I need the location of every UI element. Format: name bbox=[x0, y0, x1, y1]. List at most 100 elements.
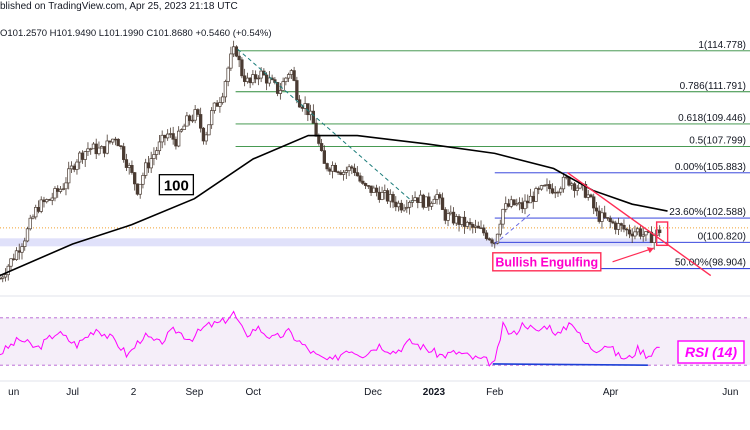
candle-body bbox=[504, 203, 508, 210]
candle-body bbox=[608, 217, 612, 223]
grid-layer bbox=[0, 227, 750, 297]
candle-body bbox=[12, 258, 16, 260]
fib-label-1: 0.786(111.791) bbox=[680, 81, 746, 92]
candle-body bbox=[47, 199, 52, 201]
candle-body bbox=[226, 67, 230, 82]
dashed-trend-1 bbox=[494, 212, 533, 245]
candle-body bbox=[231, 46, 236, 55]
x-tick-label: Sep bbox=[185, 387, 203, 398]
price-candles bbox=[0, 40, 662, 283]
candle-body bbox=[509, 199, 513, 207]
candle-body bbox=[361, 180, 365, 184]
candle-body bbox=[6, 265, 10, 276]
x-tick-label: Oct bbox=[245, 387, 261, 398]
candle-body bbox=[586, 194, 590, 198]
candle-body bbox=[468, 221, 472, 225]
candle-body bbox=[3, 274, 8, 278]
candle-body bbox=[603, 212, 607, 218]
candle-body bbox=[416, 197, 420, 203]
candle-body bbox=[523, 200, 527, 210]
candle-body bbox=[515, 203, 519, 206]
candle-body bbox=[9, 258, 13, 267]
candle-body bbox=[259, 70, 263, 79]
candle-body bbox=[344, 170, 348, 173]
candle-body bbox=[204, 134, 208, 142]
candle-body bbox=[124, 159, 129, 168]
candle-body bbox=[303, 103, 307, 109]
candle-body bbox=[122, 146, 126, 160]
candle-body bbox=[418, 194, 423, 203]
candle-body bbox=[366, 185, 370, 187]
candle-body bbox=[410, 200, 414, 203]
candle-body bbox=[234, 46, 239, 57]
candle-body bbox=[363, 183, 368, 186]
candle-body bbox=[407, 201, 412, 208]
candle-body bbox=[432, 198, 436, 204]
candle-body bbox=[490, 239, 494, 244]
candle-body bbox=[69, 165, 74, 170]
candle-body bbox=[168, 133, 173, 135]
candle-body bbox=[561, 176, 566, 190]
fib-label-7: 50.00%(98.904) bbox=[675, 258, 746, 269]
candle-body bbox=[179, 129, 184, 132]
candle-body bbox=[369, 185, 373, 193]
candle-body bbox=[113, 138, 118, 141]
candle-body bbox=[479, 227, 483, 230]
annotation-arrowhead bbox=[646, 247, 654, 254]
candle-body bbox=[17, 250, 21, 253]
candle-body bbox=[67, 168, 71, 184]
candle-body bbox=[322, 150, 326, 164]
candle-body bbox=[286, 74, 291, 79]
candle-body bbox=[141, 175, 145, 185]
candle-body bbox=[465, 221, 469, 227]
candle-body bbox=[454, 216, 458, 224]
fib-label-4: 0.00%(105.883) bbox=[675, 162, 746, 173]
candle-body bbox=[594, 207, 599, 212]
fib-label-5: 23.60%(102.588) bbox=[669, 207, 746, 218]
candle-body bbox=[171, 133, 175, 140]
candle-body bbox=[636, 228, 640, 233]
candle-body bbox=[460, 216, 464, 225]
candle-body bbox=[237, 55, 241, 61]
candle-body bbox=[402, 207, 406, 211]
candle-body bbox=[589, 194, 593, 198]
candle-body bbox=[616, 223, 621, 230]
candle-body bbox=[424, 196, 428, 208]
fib-label-3: 0.5(107.799) bbox=[689, 136, 746, 147]
candle-body bbox=[330, 164, 335, 172]
candle-body bbox=[193, 109, 197, 121]
candle-body bbox=[78, 152, 82, 163]
candle-body bbox=[614, 222, 618, 230]
candle-body bbox=[1, 276, 5, 279]
candle-body bbox=[427, 196, 431, 207]
candle-body bbox=[311, 110, 316, 124]
candle-body bbox=[157, 141, 162, 152]
candle-body bbox=[20, 246, 24, 253]
candle-body bbox=[229, 53, 233, 69]
candle-body bbox=[256, 77, 261, 80]
candle-body bbox=[133, 172, 137, 185]
candle-body bbox=[80, 152, 85, 160]
candle-body bbox=[495, 233, 500, 244]
candle-body bbox=[149, 158, 153, 169]
candle-body bbox=[350, 166, 354, 169]
candle-body bbox=[539, 185, 544, 190]
candle-body bbox=[553, 191, 557, 194]
candle-body bbox=[190, 119, 195, 122]
candle-body bbox=[58, 188, 63, 192]
x-axis: un Jul 2 Sep Oct Dec 2023 Feb Apr Jun bbox=[0, 380, 750, 398]
ohlc-readout: O101.2570 H101.9490 L101.1990 C101.8680 … bbox=[0, 28, 272, 39]
publish-note: blished on TradingView.com, Apr 25, 2023… bbox=[0, 1, 238, 12]
candle-body bbox=[347, 166, 351, 171]
candle-body bbox=[14, 250, 19, 260]
fib-label-0: 1(114.778) bbox=[698, 40, 746, 51]
candle-body bbox=[550, 188, 555, 194]
x-tick-label: 2023 bbox=[423, 387, 446, 398]
candle-body bbox=[223, 81, 228, 98]
resistance-trendline bbox=[567, 172, 712, 277]
rsi-line bbox=[0, 310, 660, 367]
candle-body bbox=[155, 150, 159, 155]
candle-body bbox=[633, 231, 637, 237]
candle-body bbox=[196, 109, 200, 115]
